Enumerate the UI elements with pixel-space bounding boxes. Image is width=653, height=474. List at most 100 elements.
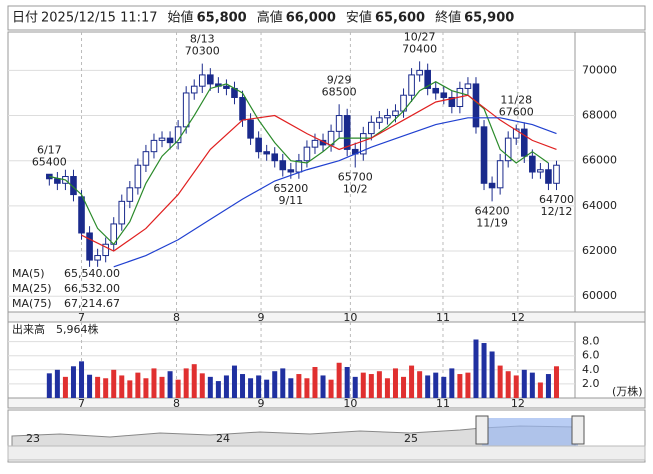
volume-bar bbox=[368, 374, 374, 398]
annotation-date: 8/13 bbox=[190, 33, 215, 46]
navigator-handle[interactable] bbox=[475, 415, 489, 445]
x-tick-label: 9 bbox=[258, 397, 265, 410]
candle-body bbox=[190, 85, 198, 94]
header-label: 日付 bbox=[12, 11, 38, 26]
annotation-date: 9/11 bbox=[278, 194, 303, 207]
candle-body bbox=[512, 128, 520, 139]
legend-value: 67,214.67 bbox=[64, 297, 120, 310]
x-tick-label: 8 bbox=[173, 311, 180, 324]
volume-bar bbox=[199, 373, 205, 398]
y-tick-label: 8.0 bbox=[582, 335, 600, 348]
header-value: 65,900 bbox=[464, 11, 514, 26]
volume-bar bbox=[352, 376, 358, 398]
candle-body bbox=[432, 87, 440, 94]
header-value: 66,000 bbox=[286, 11, 336, 26]
annotation-price: 65200 bbox=[273, 182, 308, 195]
y-tick-label: 62000 bbox=[582, 244, 617, 257]
month-strip bbox=[7, 397, 646, 409]
candle-body bbox=[553, 164, 560, 184]
legend-label: MA(75) bbox=[12, 297, 52, 310]
volume-bar bbox=[87, 374, 93, 398]
x-tick-label: 10 bbox=[343, 311, 357, 324]
candle-body bbox=[142, 151, 150, 166]
volume-bar bbox=[256, 375, 262, 398]
header-label: 高値 bbox=[257, 10, 283, 26]
volume-bar bbox=[135, 372, 141, 398]
volume-bar bbox=[344, 366, 350, 398]
volume-bar bbox=[328, 379, 334, 398]
volume-bar bbox=[384, 378, 390, 398]
candle-body bbox=[529, 155, 536, 173]
volume-bar bbox=[288, 378, 294, 398]
candle-body bbox=[54, 178, 61, 184]
volume-bar bbox=[127, 380, 133, 398]
candle-body bbox=[440, 92, 448, 98]
candle-body bbox=[207, 74, 214, 85]
volume-bar bbox=[417, 371, 423, 398]
navigator-scrollbar[interactable] bbox=[7, 445, 646, 461]
candle-body bbox=[158, 137, 166, 141]
y-tick-label: 70000 bbox=[582, 63, 617, 76]
candle-body bbox=[70, 176, 77, 196]
header-label: 安値 bbox=[346, 10, 372, 26]
candle-body bbox=[537, 169, 544, 173]
candle-body bbox=[416, 69, 423, 76]
volume-bar bbox=[167, 371, 173, 398]
candle-body bbox=[239, 96, 246, 121]
candle-body bbox=[118, 200, 126, 225]
x-tick-label: 12 bbox=[511, 397, 525, 410]
volume-bar bbox=[513, 375, 519, 398]
volume-bar bbox=[465, 372, 471, 398]
annotation-date: 10/2 bbox=[343, 182, 368, 195]
candle-body bbox=[102, 243, 109, 257]
x-tick-label: 8 bbox=[173, 397, 180, 410]
candle-body bbox=[86, 232, 93, 261]
candle-body bbox=[311, 139, 319, 148]
volume-title: 出来高 bbox=[12, 322, 45, 336]
candle-body bbox=[464, 83, 472, 89]
candle-body bbox=[263, 151, 270, 155]
volume-bar bbox=[191, 364, 197, 398]
volume-bar bbox=[304, 378, 310, 398]
unit-label: (万株) bbox=[612, 384, 643, 398]
annotation-price: 67600 bbox=[499, 106, 534, 119]
candle-body bbox=[408, 74, 415, 96]
candle-body bbox=[545, 169, 552, 184]
candle-body bbox=[78, 196, 85, 234]
candle-body bbox=[448, 96, 456, 108]
navigator-window[interactable] bbox=[482, 418, 578, 446]
candle-body bbox=[303, 146, 311, 162]
volume-bar bbox=[223, 375, 229, 398]
volume-bar bbox=[264, 379, 270, 398]
header-label: 終値 bbox=[435, 10, 461, 26]
navigator-handle[interactable] bbox=[571, 415, 585, 445]
x-tick-label: 7 bbox=[78, 311, 85, 324]
ma-line bbox=[113, 117, 557, 268]
header-value: 65,800 bbox=[197, 11, 247, 26]
volume-bar bbox=[62, 376, 68, 398]
x-tick-label: 11 bbox=[436, 397, 450, 410]
volume-bar bbox=[376, 371, 382, 398]
annotation-price: 70400 bbox=[402, 42, 437, 55]
x-tick-label: 11 bbox=[436, 311, 450, 324]
candle-body bbox=[126, 187, 134, 202]
y-tick-label: 2.0 bbox=[582, 377, 600, 390]
header-value: 65,600 bbox=[375, 11, 425, 26]
volume-bar bbox=[272, 371, 278, 398]
volume-bar bbox=[54, 369, 60, 398]
y-tick-label: 66000 bbox=[582, 154, 617, 167]
candle-body bbox=[488, 182, 496, 189]
volume-bar bbox=[312, 366, 318, 398]
annotation-price: 65700 bbox=[338, 170, 373, 183]
volume-bar bbox=[360, 372, 366, 398]
volume-bar bbox=[151, 368, 157, 398]
candle-body bbox=[496, 160, 504, 189]
y-tick-label: 60000 bbox=[582, 289, 617, 302]
volume-bar bbox=[248, 378, 254, 398]
annotation-price: 70300 bbox=[185, 45, 220, 58]
volume-bar bbox=[159, 376, 165, 398]
candle-body bbox=[343, 115, 351, 150]
navigator-label: 24 bbox=[216, 432, 230, 445]
volume-bar bbox=[521, 369, 527, 398]
